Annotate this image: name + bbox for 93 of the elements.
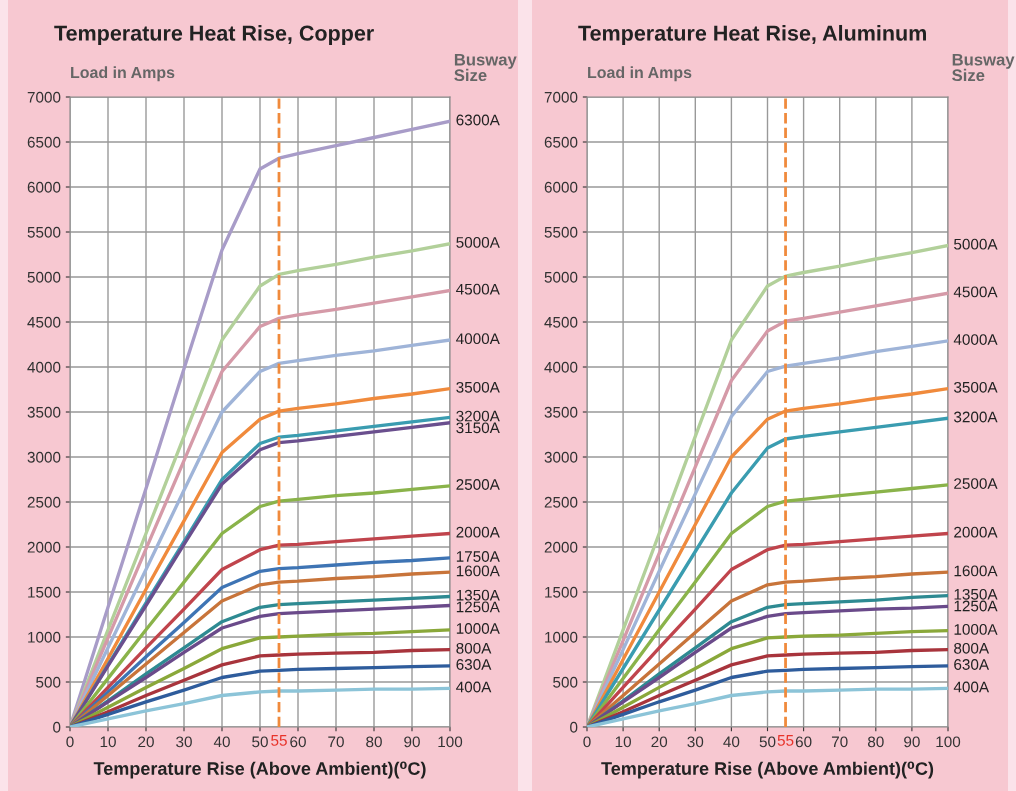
y-tick-label: 1000	[28, 631, 61, 643]
y-tick-label: 6500	[27, 136, 61, 148]
series-label: 1350A	[456, 589, 500, 601]
ref-line-label: 55	[271, 735, 287, 746]
series-label: 630A	[954, 659, 990, 670]
series-label: 400A	[456, 681, 492, 693]
series-label: 1250A	[954, 600, 998, 612]
series-label: 400A	[953, 681, 990, 693]
x-tick-label: 0	[66, 736, 74, 748]
x-tick-label: 100	[936, 736, 961, 748]
y-tick-label: 3000	[544, 451, 578, 463]
y-tick-label: 2000	[544, 541, 578, 553]
series-label: 800A	[954, 642, 990, 654]
series-label: 3150A	[456, 422, 500, 434]
x-tick-label: 100	[438, 736, 463, 748]
y-tick-label: 7000	[544, 91, 578, 103]
series-label: 4000A	[953, 334, 998, 345]
y-tick-label: 500	[36, 676, 61, 688]
ref-line-label: 55	[777, 735, 794, 746]
series-label: 3200A	[954, 411, 998, 423]
x-tick-label: 40	[213, 736, 230, 748]
y-tick-label: 6000	[544, 181, 578, 193]
x-tick-label: 0	[583, 736, 591, 748]
y-tick-label: 1500	[545, 586, 578, 598]
x-tick-label: 30	[176, 736, 192, 748]
x-tick-label: 80	[867, 736, 884, 748]
y-axis-title: Load in Amps	[588, 66, 692, 82]
y-tick-label: 3500	[27, 406, 61, 418]
series-label: 1600A	[456, 565, 500, 577]
y-tick-label: 5500	[544, 226, 578, 238]
x-axis-title: Temperature Rise (Above Ambient)(⁰C)	[93, 761, 426, 779]
y-axis-title: Load in Amps	[71, 66, 175, 82]
series-label: 1000A	[954, 623, 998, 635]
x-tick-label: 20	[651, 736, 668, 748]
series-label: 1250A	[456, 601, 500, 613]
series-label: 4500A	[953, 286, 998, 298]
series-label: 630A	[456, 659, 492, 670]
x-tick-label: 50	[759, 736, 776, 748]
y-tick-label: 3000	[27, 451, 61, 463]
x-tick-label: 90	[904, 736, 920, 748]
series-label: 4000A	[456, 333, 500, 345]
x-axis-title: Temperature Rise (Above Ambient)(⁰C)	[601, 761, 934, 779]
y-tick-label: 0	[53, 721, 61, 733]
y-tick-label: 1000	[545, 631, 578, 643]
series-label: 6300A	[456, 114, 500, 126]
series-label: 2500A	[456, 479, 500, 490]
series-label: 2000A	[456, 526, 500, 538]
y-tick-label: 0	[570, 721, 578, 733]
y-tick-label: 500	[553, 676, 578, 688]
legend-title: Busway Size	[952, 53, 1015, 82]
chart-title: Temperature Heat Rise, Copper	[54, 24, 374, 46]
x-tick-label: 90	[404, 736, 420, 748]
x-tick-label: 70	[328, 736, 344, 748]
y-tick-label: 2500	[27, 496, 61, 508]
y-tick-label: 2500	[544, 496, 578, 508]
y-tick-label: 5000	[27, 271, 61, 283]
series-label: 800A	[456, 642, 492, 654]
series-label: 5000A	[954, 238, 998, 250]
x-tick-label: 10	[615, 736, 631, 748]
y-tick-label: 4500	[27, 316, 61, 328]
x-tick-label: 70	[831, 736, 848, 748]
y-tick-label: 4000	[544, 361, 578, 373]
x-tick-label: 60	[795, 736, 812, 748]
y-tick-label: 1500	[28, 586, 61, 598]
x-tick-label: 20	[138, 736, 154, 748]
y-tick-label: 2000	[27, 541, 61, 553]
series-label: 4500A	[456, 283, 500, 295]
x-tick-label: 40	[723, 736, 740, 748]
legend-title: Busway Size	[454, 53, 517, 82]
y-tick-label: 5000	[544, 271, 578, 283]
y-tick-label: 3500	[544, 406, 578, 418]
y-tick-label: 5500	[27, 226, 61, 238]
series-label: 1600A	[954, 565, 998, 577]
series-label: 1000A	[456, 623, 500, 634]
series-label: 3200A	[456, 410, 500, 422]
y-tick-label: 4000	[27, 361, 61, 373]
series-label: 5000A	[456, 236, 500, 248]
y-tick-label: 4500	[544, 316, 578, 328]
series-label: 1350A	[954, 588, 998, 600]
x-tick-label: 30	[687, 736, 704, 748]
x-tick-label: 50	[252, 736, 268, 748]
y-tick-label: 6000	[27, 181, 61, 193]
series-label: 2000A	[954, 526, 998, 538]
x-tick-label: 10	[100, 736, 116, 748]
x-tick-label: 60	[290, 736, 306, 748]
series-label: 3500A	[954, 381, 998, 393]
chart-title: Temperature Heat Rise, Aluminum	[578, 24, 926, 46]
y-tick-label: 7000	[27, 91, 61, 103]
series-label: 1750A	[456, 551, 500, 562]
x-tick-label: 80	[366, 736, 382, 748]
series-label: 2500A	[954, 478, 998, 489]
y-tick-label: 6500	[544, 136, 578, 148]
series-label: 3500A	[456, 381, 500, 393]
